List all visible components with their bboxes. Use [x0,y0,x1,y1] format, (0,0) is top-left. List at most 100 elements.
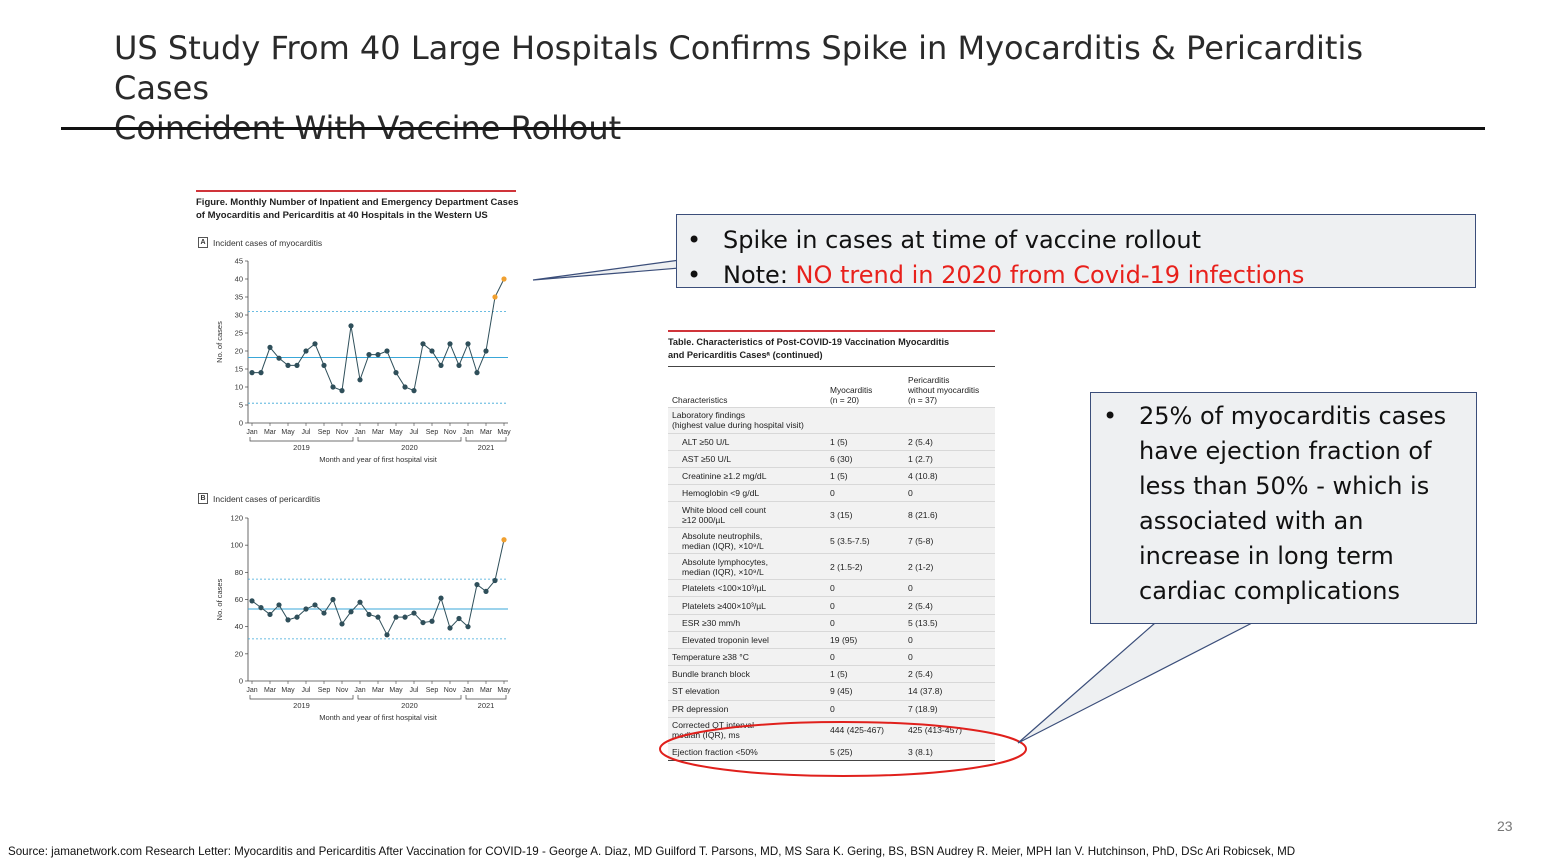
series-line [252,278,505,392]
table-caption-line2: and Pericarditis Casesᵃ (continued) [668,350,823,360]
y-tick-label: 100 [230,541,243,550]
data-point [402,614,408,620]
data-point [303,348,309,354]
row-label: Absolute lymphocytes, median (IQR), ×10⁹/… [668,553,826,580]
callout1-bullet2-highlight: NO trend in 2020 from Covid-19 infection… [795,261,1305,289]
data-point [258,605,264,611]
data-point [357,599,363,605]
data-point [447,341,453,347]
data-point [420,341,426,347]
y-tick-label: 0 [239,677,243,686]
row-label: AST ≥50 U/L [668,449,826,468]
x-tick-label: Jan [246,429,257,436]
header-characteristics: Characteristics [672,394,728,405]
row-myocarditis-value: 5 (25) [826,742,904,761]
data-point [366,352,372,358]
y-tick-label: 80 [235,568,243,577]
panel-a-label: A Incident cases of myocarditis [198,237,322,248]
x-axis-label: Month and year of first hospital visit [319,455,437,464]
year-label: 2020 [401,701,418,710]
page-number: 23 [1497,818,1513,834]
row-pericarditis-value: 2 (1-2) [904,553,995,580]
x-tick-label: Sep [426,687,439,694]
data-point [330,384,336,390]
row-label: Platelets <100×10³/µL [668,579,826,597]
x-tick-label: Jul [302,429,311,436]
pericarditis-chart: 0 20 40 60 80 100 120 No. of cases Jan Mar May Jul S… [215,514,511,723]
table-row: Temperature ≥38 °C 0 0 [668,647,995,666]
row-label: ST elevation [668,682,826,701]
row-myocarditis-value: 6 (30) [826,449,904,468]
row-myocarditis-value: 0 [826,596,904,615]
y-axis-label: No. of cases [215,578,224,620]
year-bracket [465,437,507,442]
table-row: ALT ≥50 U/L 1 (5) 2 (5.4) [668,432,995,451]
y-tick-label: 25 [235,329,243,338]
table-row: Laboratory findings (highest value during… [668,406,995,433]
data-point [420,619,426,626]
figure-top-rule [196,190,516,192]
row-label: Elevated troponin level [668,630,826,649]
x-tick-label: Mar [480,687,493,694]
panel-b-title: Incident cases of pericarditis [213,493,321,504]
row-pericarditis-value [904,406,995,433]
row-pericarditis-value: 1 (2.7) [904,449,995,468]
data-point [402,384,408,390]
y-tick-label: 40 [235,275,243,284]
y-axis-label: No. of cases [215,321,224,363]
data-point [330,596,336,603]
data-point [312,341,318,347]
slide-title-line1: US Study From 40 Large Hospitals Confirm… [114,29,1364,107]
data-point [447,625,453,631]
data-point [438,595,444,601]
table-header-row: Characteristics Myocarditis (n = 20) Peri… [668,367,995,407]
row-pericarditis-value: 0 [904,630,995,649]
row-label: Laboratory findings (highest value during… [668,406,826,433]
data-point [384,348,390,354]
ejection-fraction-highlight-ellipse [659,721,1027,777]
callout1-bullet2-prefix: Note: [723,261,796,289]
row-myocarditis-value: 1 (5) [826,665,904,683]
data-point [465,341,471,347]
y-tick-label: 10 [235,383,243,392]
table-row: White blood cell count ≥12 000/µL 3 (15) 8 … [668,501,995,528]
row-myocarditis-value: 0 [826,484,904,502]
data-point [339,621,345,627]
data-point [294,362,300,368]
row-pericarditis-value: 2 (5.4) [904,665,995,683]
row-pericarditis-value: 0 [904,579,995,597]
year-bracket [357,695,462,700]
panel-a-title: Incident cases of myocarditis [213,237,323,248]
year-bracket [249,437,354,442]
y-tick-label: 15 [235,365,243,374]
bullet-icon: • [687,261,702,289]
x-tick-label: Mar [372,687,385,694]
data-point [303,606,309,612]
header-myocarditis: Myocarditis (n = 20) [830,384,873,405]
table-top-rule [668,330,995,332]
row-myocarditis-value: 2 (1.5-2) [826,553,904,580]
data-point [429,348,435,354]
callout2-bullet1: • 25% of myocarditis cases have ejection… [1103,399,1466,609]
x-axis-label: Month and year of first hospital visit [319,713,437,722]
characteristics-table: Characteristics Myocarditis (n = 20) Peri… [668,367,995,761]
row-pericarditis-value: 425 (413-457) [904,716,995,744]
row-label: Corrected QT interval median (IQR), ms [668,716,826,744]
row-pericarditis-value: 14 (37.8) [904,682,995,701]
x-tick-label: Sep [318,429,331,436]
x-tick-label: Mar [480,429,493,436]
callout2-pointer [1017,622,1253,744]
x-tick-label: Jan [462,687,473,694]
data-point [321,362,327,368]
year-bracket [249,695,354,700]
data-point [285,617,291,623]
table-caption-line1: Table. Characteristics of Post-COVID-19 … [668,337,950,347]
year-label: 2021 [478,701,495,710]
x-tick-label: Mar [264,429,277,436]
row-label: Hemoglobin <9 g/dL [668,484,826,502]
row-myocarditis-value: 19 (95) [826,630,904,649]
data-point [393,614,399,620]
data-point [276,602,282,608]
y-tick-label: 5 [239,401,243,410]
table-row: Absolute neutrophils, median (IQR), ×10⁹/… [668,527,995,554]
